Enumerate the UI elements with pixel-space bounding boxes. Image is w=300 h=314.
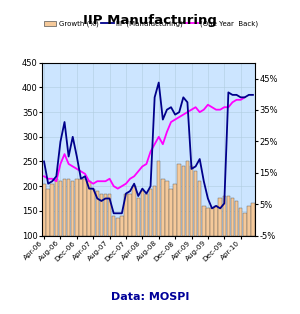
Bar [218,198,222,236]
Bar [42,184,46,236]
Bar [83,179,87,236]
Bar [96,191,99,236]
Bar [136,198,140,236]
Bar [235,201,238,236]
Bar [92,189,95,236]
Bar [75,179,79,236]
Bar [128,193,132,236]
Bar [71,181,74,236]
Bar [231,198,234,236]
Bar [132,186,136,236]
Text: Data: MOSPI: Data: MOSPI [111,292,189,302]
Bar [239,208,242,236]
Bar [149,189,152,236]
Bar [157,161,160,236]
Bar [202,206,206,236]
Bar [67,179,70,236]
Bar [153,186,156,236]
Bar [223,196,226,236]
Bar [55,179,58,236]
Bar [243,213,247,236]
Text: IIP Manufacturing: IIP Manufacturing [83,14,217,27]
Bar [206,208,210,236]
Bar [141,191,144,236]
Bar [178,164,181,236]
Bar [50,184,54,236]
Legend: Growth (%), IIP (Manufacturing), (One Year  Back): Growth (%), IIP (Manufacturing), (One Ye… [41,18,261,30]
Bar [100,193,103,236]
Bar [214,206,218,236]
Bar [120,216,124,236]
Bar [198,181,201,236]
Bar [112,216,116,236]
Bar [182,166,185,236]
Bar [186,161,189,236]
Bar [79,179,83,236]
Bar [46,189,50,236]
Bar [169,189,173,236]
Bar [190,166,193,236]
Bar [63,179,66,236]
Bar [247,206,250,236]
Bar [108,193,111,236]
Bar [116,218,119,236]
Bar [251,203,255,236]
Bar [59,181,62,236]
Bar [173,184,177,236]
Bar [210,208,214,236]
Bar [124,193,128,236]
Bar [194,171,197,236]
Bar [161,179,165,236]
Bar [104,193,107,236]
Bar [87,181,91,236]
Bar [165,181,169,236]
Bar [145,193,148,236]
Bar [226,196,230,236]
